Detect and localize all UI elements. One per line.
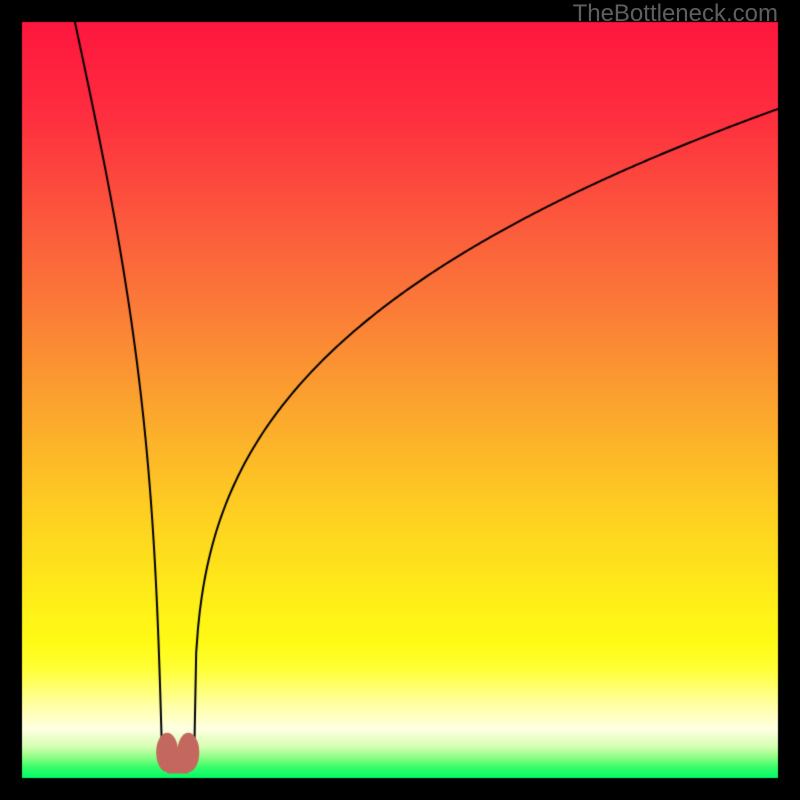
bottleneck-chart-canvas	[0, 0, 800, 800]
watermark-text: TheBottleneck.com	[573, 0, 778, 28]
chart-root: TheBottleneck.com	[0, 0, 800, 800]
